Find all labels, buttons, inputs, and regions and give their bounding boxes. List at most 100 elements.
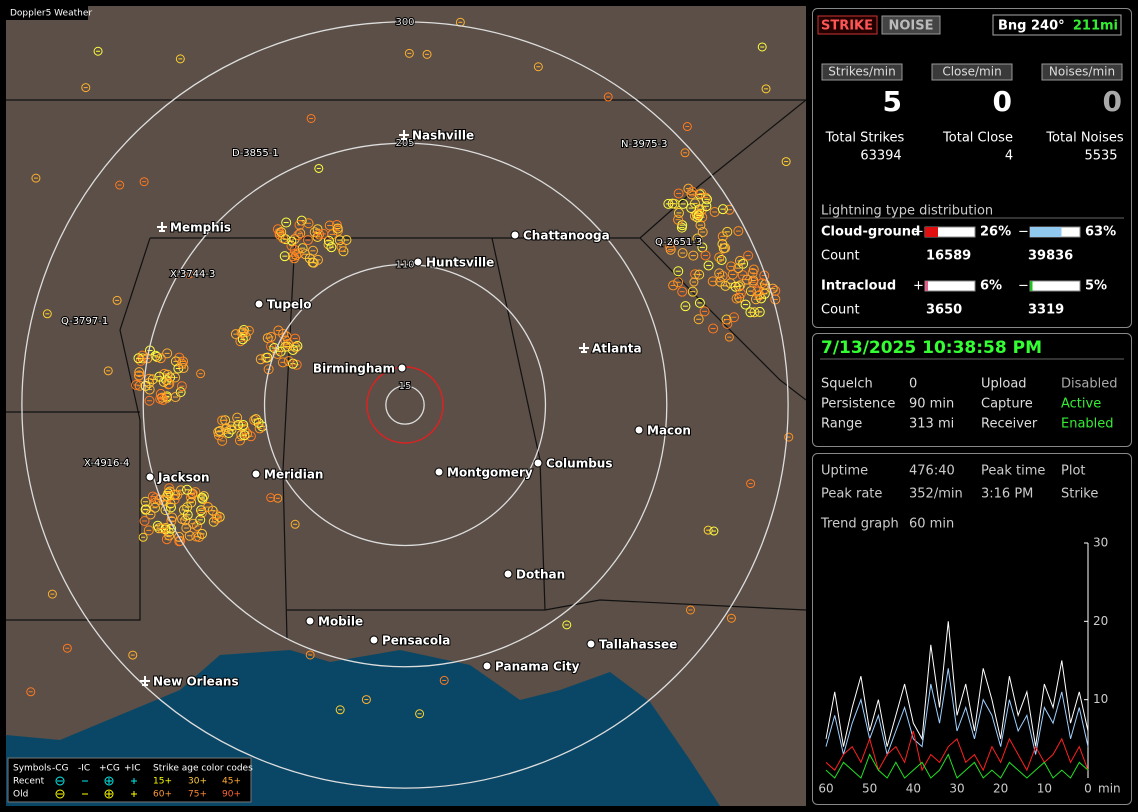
count-label: Count (821, 249, 860, 264)
strike-button-label[interactable]: STRIKE (821, 19, 873, 34)
setting: Upload (981, 377, 1027, 392)
strike-icon (603, 92, 613, 102)
stat: 3:16 PM (981, 487, 1033, 502)
pct-track (1029, 280, 1081, 292)
city-dot (413, 257, 423, 267)
stat: Uptime (821, 464, 868, 479)
strike-icon (697, 227, 708, 238)
strike-icon (748, 277, 759, 288)
strike-icon (197, 528, 208, 539)
strike-icon (62, 643, 72, 653)
sign: + (913, 279, 924, 294)
noise-button-label[interactable]: NOISE (888, 19, 933, 34)
border (6, 237, 151, 621)
noise-button[interactable] (881, 15, 941, 35)
city-label: Mobile (318, 615, 363, 629)
x-tick-label: 10 (1037, 782, 1052, 796)
airport-icon (157, 222, 167, 232)
city-dot (482, 661, 492, 671)
strike-icon (272, 348, 283, 359)
airport-icon (579, 343, 589, 353)
strike-icon (226, 424, 237, 435)
strike-icon (750, 294, 761, 305)
detector-label: Q-3797-1 (61, 316, 108, 327)
strike-icon (680, 301, 691, 312)
strike-icon (174, 531, 185, 542)
age: 30+ (188, 777, 207, 787)
strike-icon (714, 268, 725, 279)
stat: 352/min (909, 487, 963, 502)
border (639, 237, 807, 401)
strike-icon (439, 675, 449, 685)
detector-label: X-4916-4 (84, 458, 129, 469)
strike-icon (673, 188, 684, 199)
strike-icon (689, 277, 699, 287)
city-label: Dothan (516, 568, 565, 582)
legend-type: +IC (124, 764, 140, 774)
strike-icon (733, 263, 744, 274)
strike-icon (335, 705, 345, 715)
rate-value: 5 (883, 85, 902, 118)
legend-age-title: Strike age color codes (153, 764, 253, 774)
strike-icon (752, 286, 763, 297)
strike-icon (293, 230, 304, 241)
city-dot (586, 639, 596, 649)
setting: Persistence (821, 397, 895, 412)
strike-button[interactable] (817, 15, 878, 35)
trend-chart: 10 20 30 60 50 40 30 20 10 0 min (818, 536, 1120, 796)
detector-label: N-3975-3 (621, 139, 668, 150)
icon (106, 791, 112, 797)
strike-icon (740, 299, 751, 310)
strike-icon (217, 415, 228, 426)
strike-icon (147, 374, 158, 385)
strike-icon (181, 523, 192, 534)
city-label: Nashville (412, 129, 474, 143)
city-dot (434, 467, 444, 477)
legend-type: -CG (52, 764, 69, 774)
strike-icon (42, 309, 52, 319)
settings: Squelch 0 Upload Disabled Persistence 90 min C… (821, 377, 1117, 432)
strike-icon (533, 62, 543, 72)
strike-icon (361, 695, 371, 705)
strike-icon (323, 235, 334, 246)
strike-icon (722, 318, 733, 329)
strike-icon (275, 346, 286, 357)
strike-icon (696, 188, 707, 199)
strike-icon (266, 493, 276, 503)
stat: 476:40 (909, 464, 955, 479)
pct-bar (925, 281, 928, 291)
strike-icon (196, 507, 207, 518)
strike-icon (202, 501, 213, 512)
strike-icon (182, 484, 193, 495)
strike-icon (748, 264, 759, 275)
city-label: Jackson (157, 471, 210, 485)
city-dot (533, 458, 543, 468)
legend-type: +CG (99, 764, 120, 774)
type-label: Intracloud (821, 279, 896, 294)
strike-icon (290, 519, 300, 529)
strike-icon (255, 354, 266, 365)
setting: 90 min (909, 397, 954, 412)
strike-icon (708, 323, 719, 334)
strike-icon (701, 194, 712, 205)
type-label: Cloud-ground (821, 225, 920, 240)
legend-row: Old (13, 790, 28, 800)
strike-icon (222, 423, 232, 433)
strike-icon (733, 226, 744, 237)
icon (104, 789, 114, 799)
strike-icon (139, 177, 149, 187)
pct-bar (925, 227, 938, 237)
detector-label: X-3744-3 (170, 269, 215, 280)
strike-icon (314, 163, 324, 173)
strike-icon (326, 242, 337, 253)
strike-icon (237, 334, 248, 345)
strike-icon (714, 252, 725, 263)
strike-icon (134, 367, 145, 378)
setting: Capture (981, 397, 1033, 412)
strike-icon (167, 512, 178, 523)
strike-icon (145, 509, 156, 520)
rate-label: Close/min (942, 65, 1001, 79)
city-label: Pensacola (382, 634, 450, 648)
strike-icon (770, 294, 781, 305)
strikes (26, 17, 794, 719)
